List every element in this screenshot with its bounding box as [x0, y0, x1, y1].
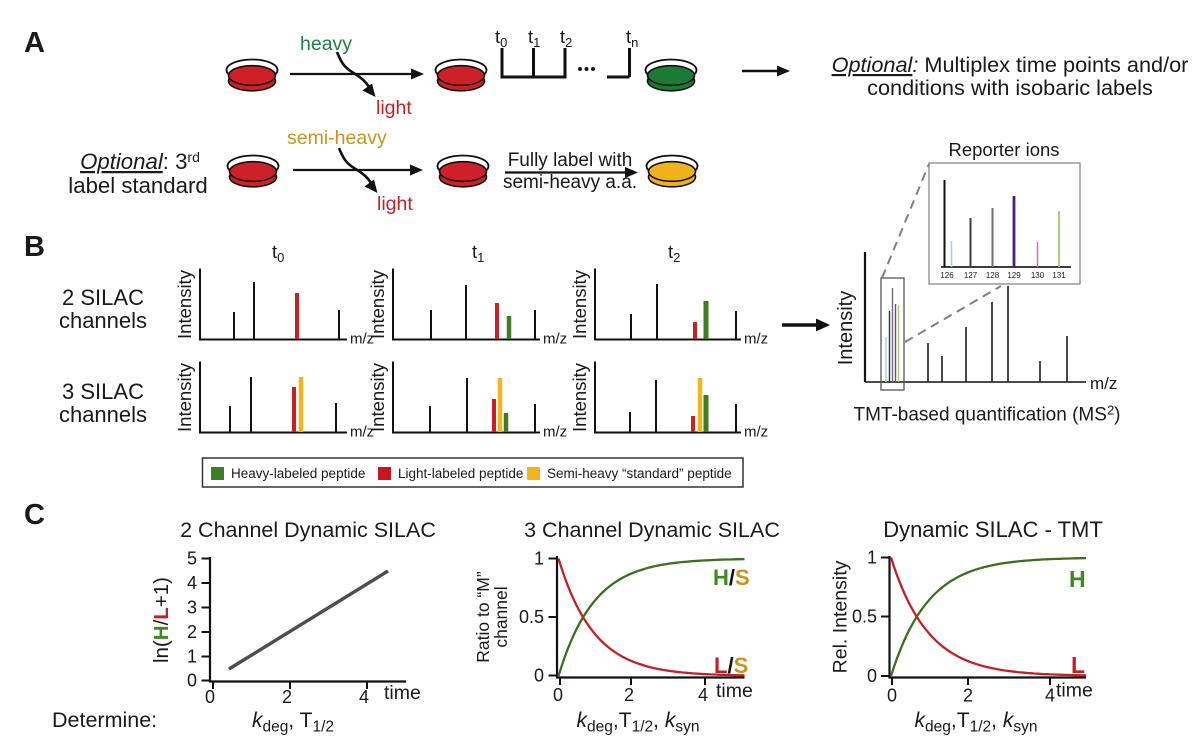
svg-text:kdeg, T1/2: kdeg, T1/2: [252, 709, 334, 736]
svg-text:H: H: [1069, 566, 1086, 592]
svg-text:C: C: [24, 499, 45, 531]
svg-text:Semi-heavy “standard” peptide: Semi-heavy “standard” peptide: [547, 466, 732, 481]
svg-text:0: 0: [887, 686, 897, 706]
svg-text:time: time: [1056, 680, 1093, 702]
svg-text:heavy: heavy: [300, 33, 352, 55]
svg-text:Intensity: Intensity: [174, 269, 195, 339]
svg-text:0: 0: [187, 671, 197, 691]
svg-text:B: B: [24, 231, 45, 263]
svg-text:2: 2: [624, 685, 634, 705]
svg-text:Optional: 3rd: Optional: 3rd: [80, 149, 200, 174]
svg-text:L/S: L/S: [714, 653, 748, 678]
svg-text:channels: channels: [59, 402, 147, 427]
svg-text:0.5: 0.5: [852, 607, 877, 627]
svg-text:Fully label with: Fully label with: [508, 150, 633, 171]
svg-text:m/z: m/z: [744, 331, 768, 348]
svg-text:m/z: m/z: [543, 331, 567, 348]
svg-text:0: 0: [553, 685, 563, 705]
svg-text:kdeg,T1/2, ksyn: kdeg,T1/2, ksyn: [915, 709, 1038, 736]
svg-text:128: 128: [986, 271, 1000, 280]
svg-text:Dynamic SILAC - TMT: Dynamic SILAC - TMT: [883, 517, 1103, 542]
svg-text:1: 1: [534, 549, 544, 569]
svg-text:time: time: [716, 680, 753, 702]
svg-text:time: time: [384, 682, 421, 704]
svg-text:0: 0: [534, 666, 544, 686]
svg-text:channel: channel: [491, 586, 511, 647]
svg-text:130: 130: [1031, 271, 1045, 280]
svg-text:4: 4: [698, 685, 708, 705]
svg-text:5: 5: [187, 549, 197, 569]
svg-text:Intensity: Intensity: [367, 269, 388, 339]
svg-text:127: 127: [964, 271, 978, 280]
svg-text:channels: channels: [59, 308, 147, 333]
svg-text:3 SILAC: 3 SILAC: [62, 379, 144, 404]
svg-text:semi-heavy a.a.: semi-heavy a.a.: [503, 172, 637, 193]
svg-text:3: 3: [187, 598, 197, 618]
svg-text:kdeg,T1/2, ksyn: kdeg,T1/2, ksyn: [577, 709, 700, 736]
svg-text:TMT-based quantification (MS2): TMT-based quantification (MS2): [853, 403, 1120, 426]
svg-text:semi-heavy: semi-heavy: [287, 127, 387, 149]
svg-text:ln(H/L+1): ln(H/L+1): [150, 577, 173, 663]
svg-text:126: 126: [940, 271, 954, 280]
svg-text:Ratio to “M”: Ratio to “M”: [473, 571, 493, 663]
svg-text:H/S: H/S: [713, 565, 750, 590]
svg-text:Intensity: Intensity: [569, 362, 590, 432]
svg-text:1: 1: [187, 647, 197, 667]
svg-text:Intensity: Intensity: [174, 362, 195, 432]
svg-text:2: 2: [187, 622, 197, 642]
svg-text:m/z: m/z: [1090, 374, 1117, 393]
svg-text:light: light: [377, 193, 413, 215]
svg-text:1: 1: [867, 548, 877, 568]
svg-text:2: 2: [282, 687, 292, 707]
svg-text:m/z: m/z: [350, 331, 374, 348]
svg-text:Heavy-labeled peptide: Heavy-labeled peptide: [231, 466, 365, 481]
svg-text:light: light: [376, 97, 412, 119]
svg-text:Rel. Intensity: Rel. Intensity: [830, 560, 852, 673]
svg-text:3 Channel Dynamic SILAC: 3 Channel Dynamic SILAC: [524, 518, 780, 542]
svg-text:conditions with isobaric label: conditions with isobaric labels: [867, 75, 1153, 100]
svg-text:Intensity: Intensity: [569, 269, 590, 339]
svg-text:Optional: Multiplex time point: Optional: Multiplex time points and/or: [832, 52, 1189, 77]
svg-text:129: 129: [1007, 271, 1021, 280]
svg-text:4: 4: [1045, 686, 1055, 706]
svg-text:Reporter ions: Reporter ions: [948, 139, 1059, 160]
svg-text:0: 0: [205, 687, 215, 707]
svg-text:2: 2: [963, 686, 973, 706]
svg-text:L: L: [1071, 652, 1085, 678]
svg-text:2 Channel Dynamic SILAC: 2 Channel Dynamic SILAC: [180, 518, 436, 542]
svg-text:0: 0: [867, 666, 877, 686]
svg-text:4: 4: [359, 687, 369, 707]
svg-text:4: 4: [187, 573, 197, 593]
svg-text:2 SILAC: 2 SILAC: [62, 285, 144, 310]
svg-text:A: A: [24, 27, 45, 59]
svg-text:0.5: 0.5: [519, 607, 544, 627]
svg-text:Intensity: Intensity: [367, 362, 388, 432]
svg-text:m/z: m/z: [543, 424, 567, 441]
svg-text:m/z: m/z: [350, 424, 374, 441]
svg-text:label standard: label standard: [68, 173, 207, 198]
svg-text:Intensity: Intensity: [835, 291, 857, 365]
svg-text:131: 131: [1052, 271, 1066, 280]
svg-text:m/z: m/z: [744, 424, 768, 441]
svg-text:Light-labeled peptide: Light-labeled peptide: [398, 466, 523, 481]
svg-text:Determine:: Determine:: [52, 708, 157, 732]
